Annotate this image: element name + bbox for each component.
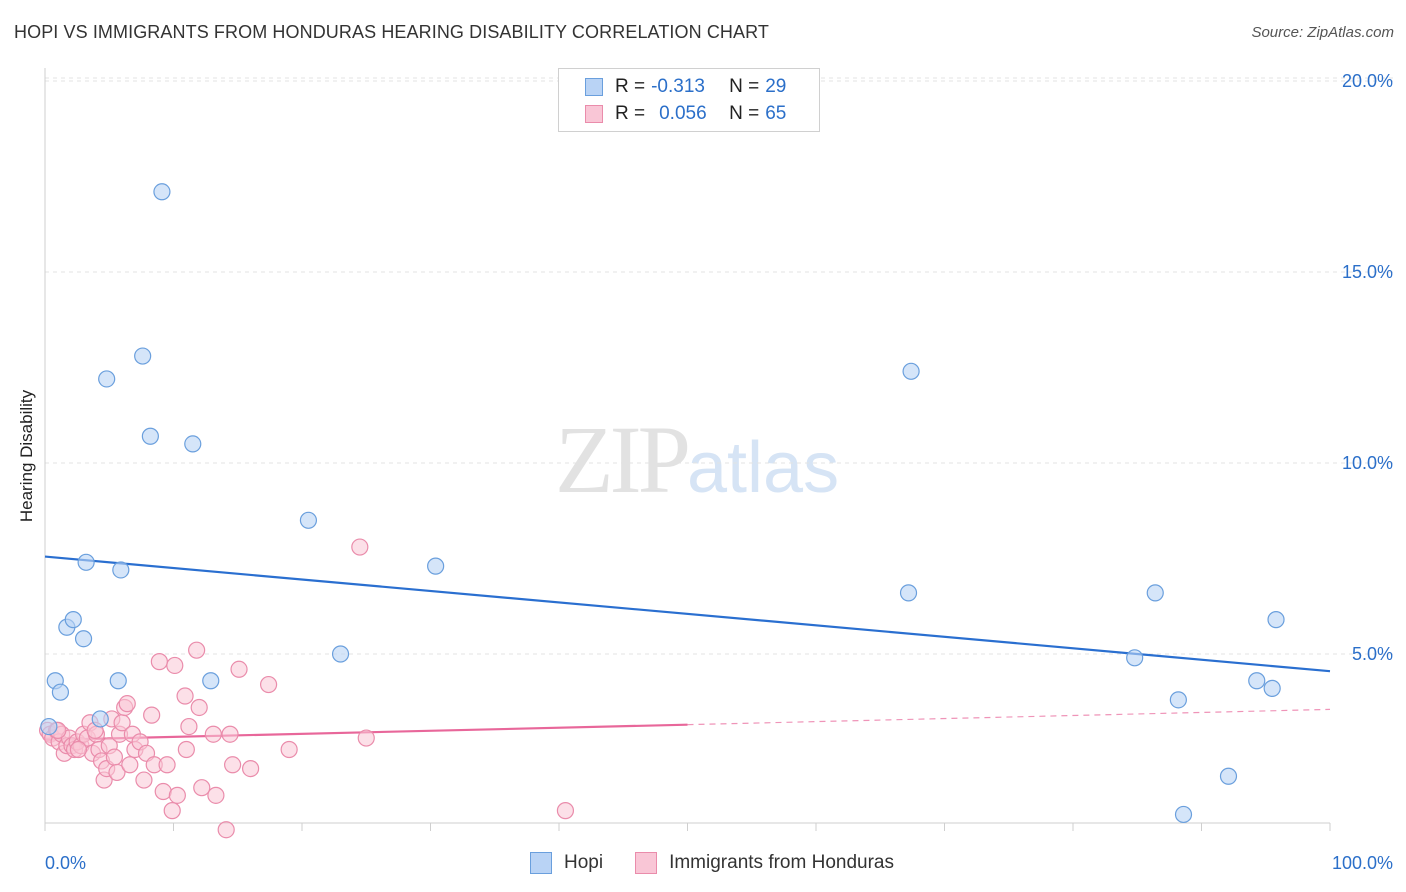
honduras-point bbox=[108, 763, 126, 782]
honduras-point bbox=[154, 782, 172, 801]
n-value: 29 bbox=[765, 76, 787, 97]
tick-labels: 5.0% 10.0% 15.0% 20.0% 0.0% 100.0% bbox=[45, 71, 1393, 873]
hopi-point bbox=[1126, 649, 1144, 667]
honduras-point bbox=[163, 802, 181, 820]
honduras-point bbox=[188, 641, 206, 659]
r-label: R = bbox=[615, 76, 646, 97]
source-credit: Source: ZipAtlas.com bbox=[1251, 24, 1394, 41]
n-label: N = bbox=[729, 103, 760, 124]
honduras-point bbox=[158, 756, 176, 774]
y-tick-label: 20.0% bbox=[1342, 71, 1393, 91]
honduras-legend-swatch bbox=[635, 852, 658, 874]
r-label: R = bbox=[615, 103, 646, 124]
x-tick-label: 0.0% bbox=[45, 853, 86, 873]
hopi-point bbox=[202, 672, 220, 690]
honduras-point bbox=[168, 786, 186, 804]
legend-row-hopi: R = -0.313 N = 29 bbox=[585, 75, 786, 99]
hopi-point bbox=[77, 553, 95, 571]
hopi-point bbox=[1267, 611, 1285, 629]
hopi-point bbox=[74, 630, 93, 648]
hopi-point bbox=[153, 183, 171, 201]
honduras-point bbox=[135, 771, 153, 789]
honduras-point bbox=[224, 756, 242, 774]
legend-item-hopi[interactable]: Hopi bbox=[530, 852, 603, 874]
hopi-trend-line bbox=[44, 555, 1331, 673]
hopi-swatch bbox=[585, 78, 603, 96]
axes bbox=[44, 68, 1331, 831]
stats-legend: R = -0.313 N = 29 R = 0.056 N = 65 bbox=[558, 68, 820, 132]
hopi-point bbox=[899, 584, 918, 602]
y-axis-label: Hearing Disability bbox=[17, 389, 36, 523]
hopi-point bbox=[1146, 584, 1164, 602]
hopi-point bbox=[134, 347, 152, 365]
honduras-point bbox=[259, 675, 278, 694]
hopi-point bbox=[902, 362, 920, 380]
honduras-point bbox=[204, 725, 222, 743]
honduras-point bbox=[193, 779, 211, 797]
honduras-point bbox=[217, 821, 235, 839]
honduras-point bbox=[351, 538, 369, 556]
honduras-point bbox=[357, 729, 375, 747]
hopi-point bbox=[109, 672, 127, 690]
grid-lines bbox=[45, 77, 1395, 655]
honduras-point bbox=[180, 717, 198, 736]
honduras-point bbox=[556, 802, 575, 820]
honduras-point bbox=[69, 740, 88, 759]
y-tick-label: 15.0% bbox=[1342, 262, 1393, 282]
honduras-point bbox=[166, 656, 184, 675]
honduras-swatch bbox=[585, 105, 603, 123]
hopi-point bbox=[1174, 805, 1193, 824]
hopi-trend bbox=[44, 555, 1331, 673]
honduras-point bbox=[190, 698, 208, 717]
n-value: 65 bbox=[765, 103, 787, 124]
hopi-point bbox=[1248, 672, 1266, 690]
hopi-point bbox=[141, 427, 159, 445]
honduras-point bbox=[230, 660, 248, 678]
hopi-points bbox=[40, 183, 1285, 824]
honduras-point bbox=[105, 748, 123, 766]
legend-row-honduras: R = 0.056 N = 65 bbox=[585, 102, 786, 126]
honduras-point bbox=[207, 786, 225, 804]
watermark: ZIPatlas bbox=[555, 404, 839, 515]
hopi-point bbox=[427, 557, 445, 575]
hopi-legend-swatch bbox=[530, 852, 552, 874]
honduras-point bbox=[221, 725, 239, 743]
hopi-point bbox=[1263, 679, 1281, 697]
hopi-point bbox=[98, 370, 116, 388]
hopi-point bbox=[1219, 767, 1238, 785]
hopi-point bbox=[299, 511, 318, 529]
honduras-legend-label: Immigrants from Honduras bbox=[669, 852, 894, 873]
honduras-point bbox=[121, 756, 139, 774]
hopi-point bbox=[112, 561, 130, 579]
legend-item-honduras[interactable]: Immigrants from Honduras bbox=[635, 852, 894, 874]
r-value: -0.313 bbox=[651, 76, 705, 97]
x-tick-label: 100.0% bbox=[1332, 853, 1393, 873]
watermark-atlas: atlas bbox=[687, 428, 840, 508]
hopi-point bbox=[184, 435, 202, 453]
n-label: N = bbox=[729, 76, 760, 97]
honduras-point bbox=[150, 653, 168, 671]
hopi-point bbox=[64, 611, 82, 629]
honduras-point bbox=[118, 695, 136, 713]
hopi-point bbox=[40, 717, 58, 736]
chart-title: HOPI VS IMMIGRANTS FROM HONDURAS HEARING… bbox=[14, 22, 769, 42]
honduras-point bbox=[280, 740, 298, 759]
honduras-point bbox=[242, 759, 260, 778]
watermark-zip: ZIP bbox=[555, 406, 691, 513]
honduras-point bbox=[176, 687, 194, 705]
hopi-point bbox=[91, 710, 109, 728]
honduras-point bbox=[143, 706, 161, 724]
y-tick-label: 10.0% bbox=[1342, 453, 1393, 473]
honduras-point bbox=[177, 740, 195, 759]
hopi-point bbox=[51, 683, 70, 701]
honduras-trend-extension bbox=[687, 708, 1331, 726]
y-tick-label: 5.0% bbox=[1352, 644, 1393, 664]
r-value: 0.056 bbox=[659, 103, 707, 124]
hopi-legend-label: Hopi bbox=[564, 852, 604, 873]
hopi-point bbox=[331, 645, 350, 663]
series-legend: Hopi Immigrants from Honduras bbox=[530, 852, 926, 874]
hopi-point bbox=[1169, 691, 1187, 709]
